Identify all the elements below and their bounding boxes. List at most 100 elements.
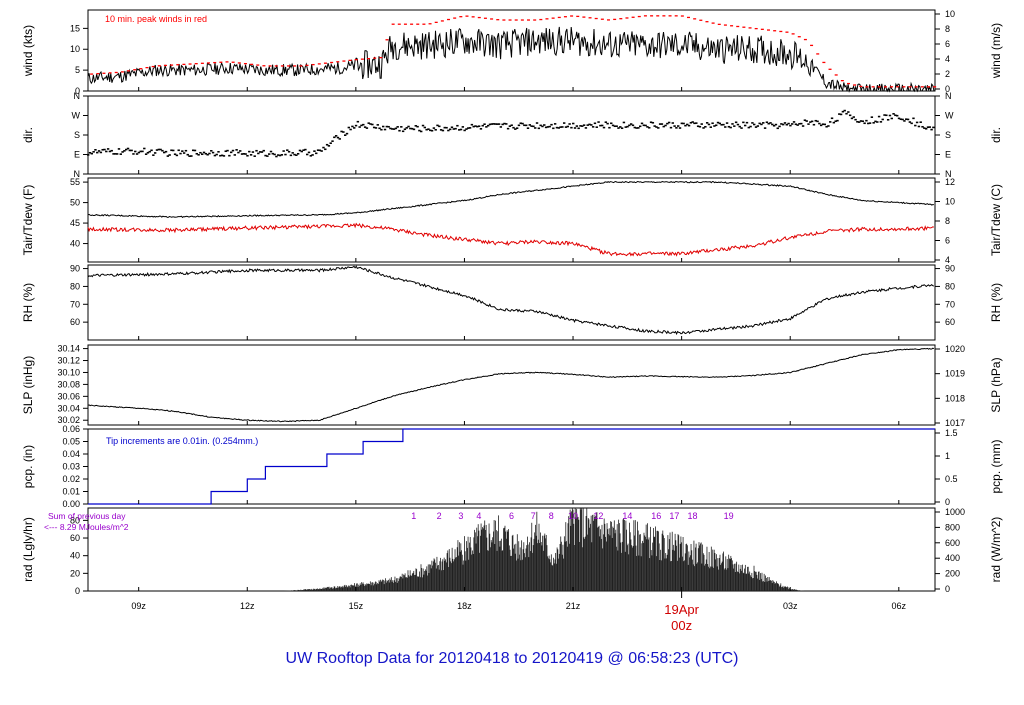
dir-point [445,126,448,129]
dir-point [794,123,798,126]
dir-point [590,124,593,126]
dir-point [443,126,446,129]
dir-point [689,121,693,124]
y2-tick-label: 1000 [945,507,965,517]
dir-point [266,155,269,157]
dir-point [331,140,334,142]
dir-point [832,121,836,124]
dir-point [530,125,533,127]
dir-point [219,154,222,157]
dir-point [452,128,455,130]
dir-point [774,123,778,126]
dir-point [497,123,501,125]
y2-tick-label: 1020 [945,344,965,354]
dir-point [474,125,477,127]
dir-point [222,155,226,157]
dir-point [420,130,423,133]
dir-point [255,149,258,152]
dir-point [593,122,597,125]
y2-tick-label: 6 [945,39,950,49]
dir-point [396,126,399,128]
dir-point [150,149,153,152]
dir-point [879,121,883,123]
dir-point [742,121,745,124]
dir-point [389,127,392,130]
y-tick-label: 30.06 [57,391,80,401]
dir-point [477,125,481,128]
y-tick-label: N [74,169,81,179]
dir-point [496,123,499,125]
dir-point [745,121,749,124]
dir-point [351,125,354,128]
y-axis-label: RH (%) [21,283,35,322]
dir-point [666,122,669,125]
y-tick-label: 20 [70,568,80,578]
dir-point [155,149,159,151]
y-tick-label: 0.03 [62,462,80,472]
dir-point [912,117,915,120]
dir-point [383,128,387,131]
dir-point [240,153,244,155]
dir-point [613,125,617,128]
panel-frame-slp [87,344,936,426]
dir-point [629,123,633,125]
dir-point [438,125,441,128]
dir-point [244,153,247,155]
dir-point [838,113,841,115]
dir-point [657,127,660,129]
dir-point [682,122,685,125]
dir-point [825,125,828,128]
dir-point [568,123,571,125]
dir-point [385,125,389,128]
dir-point [867,122,870,125]
dir-point [108,150,112,153]
y2-tick-label: 2 [945,69,950,79]
dir-point [901,118,904,121]
dir-point [881,118,884,121]
precip-line [88,428,935,505]
dir-point [620,127,624,130]
dir-point [789,124,792,127]
dir-point [693,122,696,125]
dir-point [847,111,850,113]
dir-point [705,122,709,124]
dir-point [456,124,459,127]
dir-point [88,151,92,154]
y-tick-label: 0.04 [62,449,80,459]
dir-point [762,122,765,124]
dir-point [494,123,497,125]
dir-point [772,124,776,127]
dir-point [857,121,861,123]
dir-point [821,123,825,126]
y2-tick-label: 400 [945,553,960,563]
dir-point [695,122,698,124]
y-tick-label: 30.14 [57,344,80,354]
dir-point [673,125,676,127]
dir-point [248,150,251,153]
dir-point [608,126,611,129]
dir-point [181,150,184,152]
dir-point [617,127,620,129]
dir-point [588,123,591,126]
precip-note: Tip increments are 0.01in. (0.254mm.) [106,436,258,446]
dir-point [646,126,649,128]
dir-point [132,153,135,155]
dir-point [134,150,137,153]
y2-tick-label: 1019 [945,369,965,379]
y2-tick-label: 90 [945,264,955,274]
dir-point [570,126,573,129]
dir-point [749,125,752,128]
dir-point [371,123,374,126]
dir-point [204,152,208,155]
dir-point [758,122,761,125]
dir-point [521,122,524,125]
dir-point [626,125,629,128]
y2-tick-label: 0.5 [945,474,958,484]
dir-point [635,127,638,129]
panel-frame-dir [87,95,936,175]
dir-point [917,125,921,128]
dir-point [87,154,90,156]
dir-point [217,151,220,153]
dir-point [783,122,787,124]
x-tick-label: 12z [240,601,255,611]
